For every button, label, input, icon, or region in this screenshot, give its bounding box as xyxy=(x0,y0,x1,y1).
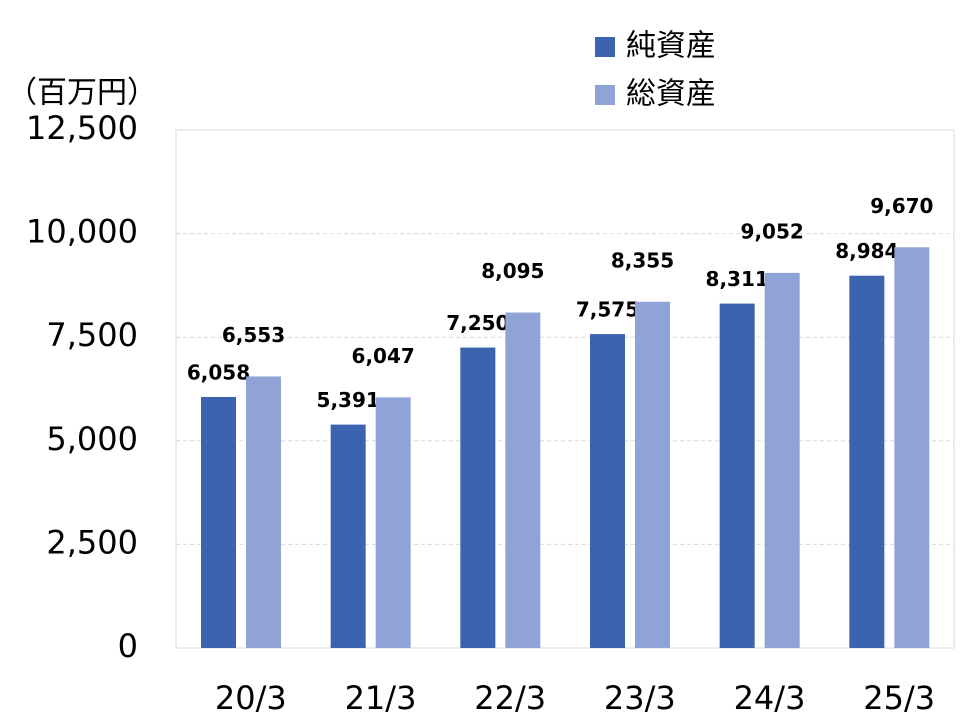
bar xyxy=(635,301,670,648)
plot-area xyxy=(175,129,955,649)
y-tick-label: 5,000 xyxy=(46,420,138,458)
bar xyxy=(505,312,541,648)
data-label: 7,250 xyxy=(446,311,509,335)
y-tick-label: 7,500 xyxy=(46,316,138,354)
legend-label: 総資産 xyxy=(626,77,716,112)
y-axis-label: （百万円） xyxy=(7,76,157,111)
y-tick-label: 2,500 xyxy=(46,523,138,561)
bar xyxy=(246,376,281,648)
y-tick-label: 10,000 xyxy=(26,213,138,251)
bar xyxy=(849,275,885,648)
data-label: 8,311 xyxy=(706,267,769,291)
bar xyxy=(590,334,625,648)
data-label: 9,670 xyxy=(870,194,933,218)
bar xyxy=(719,303,755,648)
data-label: 6,047 xyxy=(352,344,415,368)
x-tick-label: 23/3 xyxy=(604,679,676,717)
bar xyxy=(375,397,411,648)
data-label: 6,058 xyxy=(187,360,250,384)
bar xyxy=(330,424,366,648)
data-label: 7,575 xyxy=(576,298,639,322)
x-tick-label: 22/3 xyxy=(474,679,546,717)
bar xyxy=(460,347,496,648)
bar xyxy=(764,272,800,648)
bar xyxy=(201,396,236,648)
bar xyxy=(894,247,930,648)
data-label: 5,391 xyxy=(317,388,380,412)
legend-swatch xyxy=(595,37,615,57)
data-label: 8,984 xyxy=(835,239,898,263)
legend-label: 純資産 xyxy=(626,29,716,64)
x-tick-label: 25/3 xyxy=(863,679,935,717)
x-tick-label: 24/3 xyxy=(734,679,806,717)
y-tick-label: 0 xyxy=(118,627,138,665)
data-label: 6,553 xyxy=(222,323,285,347)
x-tick-label: 21/3 xyxy=(345,679,417,717)
y-tick-label: 12,500 xyxy=(26,109,138,147)
data-label: 8,095 xyxy=(481,259,544,283)
legend-swatch xyxy=(595,85,615,105)
data-label: 9,052 xyxy=(741,219,804,243)
x-tick-label: 20/3 xyxy=(215,679,287,717)
data-label: 8,355 xyxy=(611,248,674,272)
